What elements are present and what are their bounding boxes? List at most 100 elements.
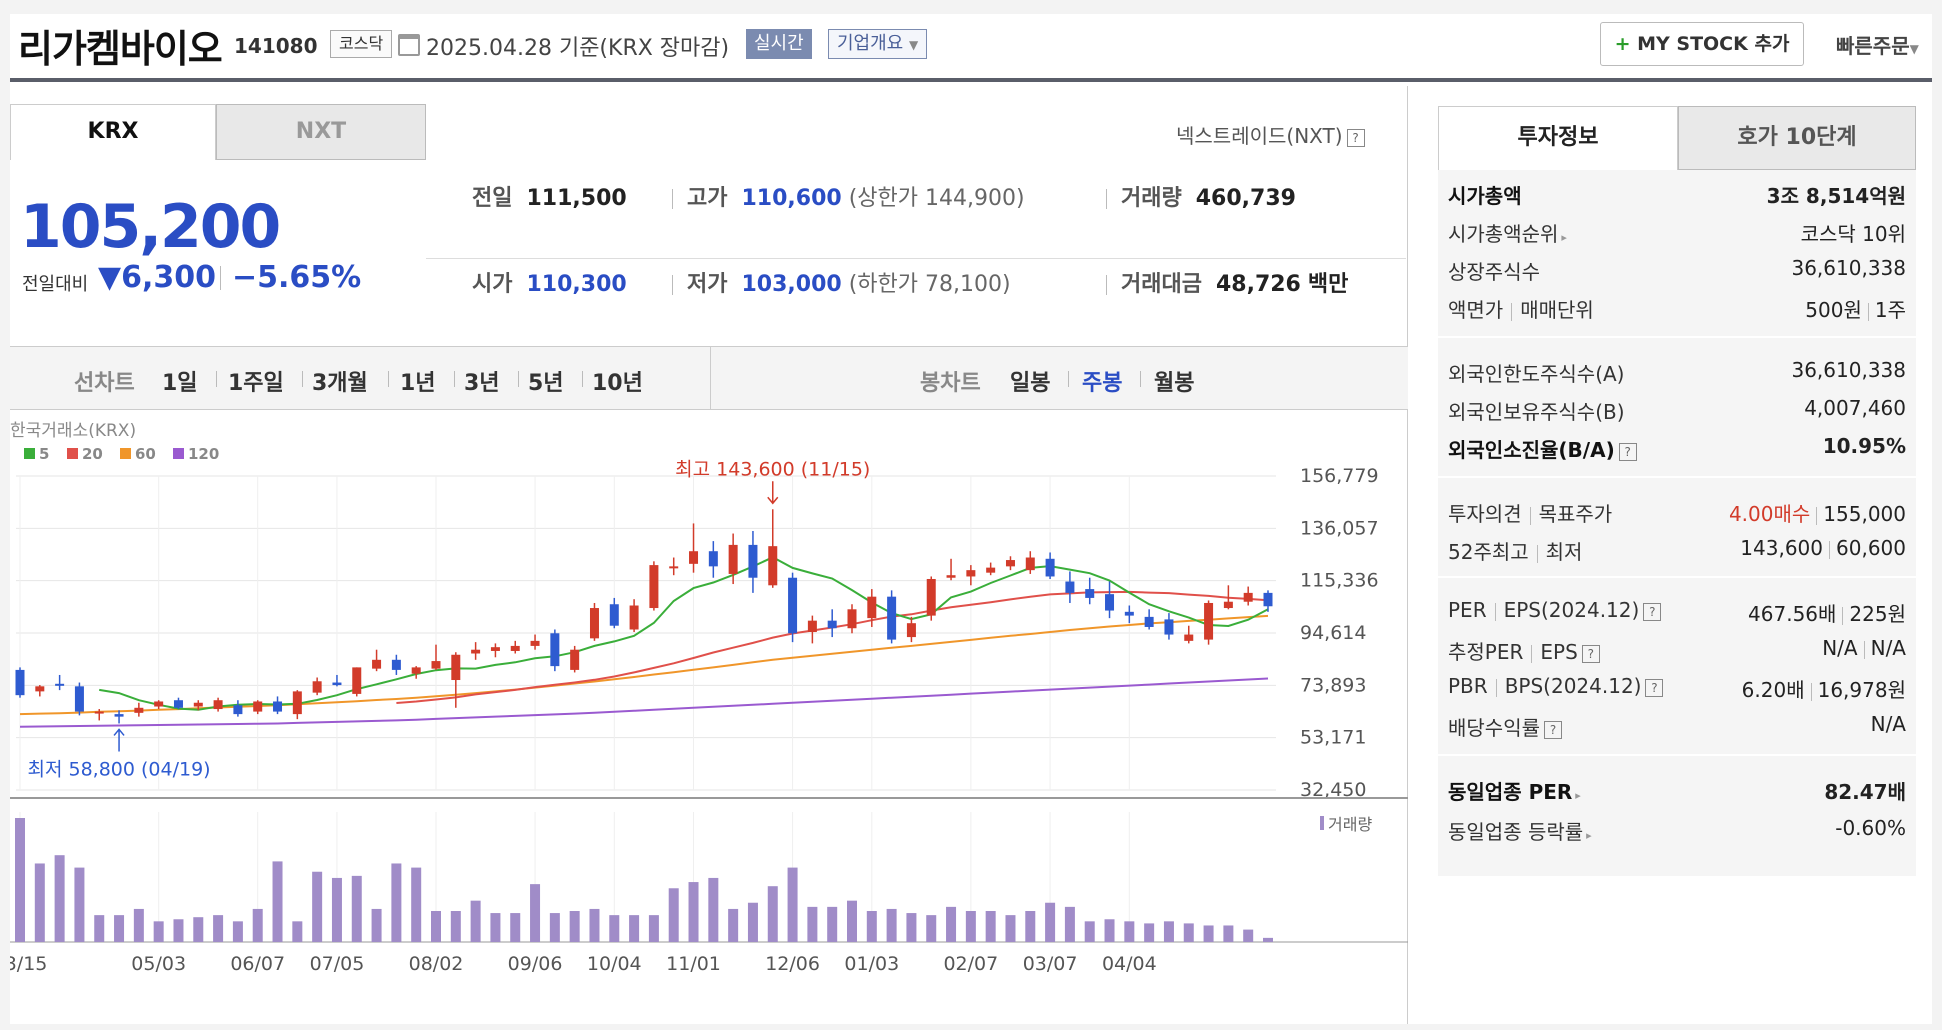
row-value: 4.00매수 155,000 [1729, 498, 1906, 527]
row-52w: 52주최고 최저 143,600 60,600 [1448, 530, 1906, 568]
y-tick-label: 53,171 [1300, 727, 1366, 749]
divider [1536, 544, 1538, 563]
row-label: 동일업종 등락률 ▸ [1448, 816, 1592, 845]
help-icon[interactable]: ? [1645, 678, 1664, 697]
range-10y[interactable]: 10년 [592, 371, 643, 396]
x-tick-label: 02/07 [943, 953, 998, 975]
x-tick-label: 10/04 [587, 953, 642, 975]
help-icon[interactable]: ? [1581, 644, 1600, 663]
add-mystock-button[interactable]: + MY STOCK 추가 [1600, 22, 1804, 66]
quick-order-button[interactable]: 빠른주문▼ [1836, 30, 1919, 59]
candle-weekly[interactable]: 주봉 [1082, 371, 1123, 396]
range-1y[interactable]: 1년 [400, 371, 436, 396]
candle-body [768, 546, 778, 586]
stat-value: 111,500 [526, 186, 627, 211]
candle-body [1124, 611, 1134, 616]
stock-code: 141080 [234, 34, 318, 58]
row-opinion: 투자의견 목표주가 4.00매수 155,000 [1448, 492, 1906, 530]
nxt-link[interactable]: 넥스트레이드(NXT)? [1176, 120, 1365, 149]
help-icon[interactable]: ? [1618, 442, 1637, 461]
legend-label-ma20: 20 [82, 445, 103, 463]
volume-bar [252, 908, 263, 942]
candle-body [451, 654, 461, 681]
candle-body [193, 702, 203, 707]
candle-body [1184, 634, 1194, 641]
candle-body [807, 620, 817, 633]
volume-bar [728, 908, 739, 942]
candle-daily[interactable]: 일봉 [1010, 371, 1051, 396]
company-info-label: 기업개요 [837, 33, 904, 54]
dividend-value: N/A [1870, 712, 1906, 736]
volume-bar [609, 915, 620, 942]
help-icon[interactable]: ? [1346, 128, 1365, 147]
stat-value: 110,600 [741, 186, 842, 211]
row-sector-per[interactable]: 동일업종 PER ▸ 82.47배 [1448, 770, 1906, 808]
unit-label: 매매단위 [1520, 298, 1594, 322]
divider [388, 371, 389, 387]
range-5y[interactable]: 5년 [528, 371, 564, 396]
est-per-label: 추정PER [1448, 640, 1524, 664]
row-label: 시가총액순위 ▸ [1448, 218, 1567, 247]
candle-body [669, 566, 679, 569]
legend-swatch-ma20 [67, 448, 78, 459]
volume-bar [926, 915, 937, 942]
legend-swatch-ma5 [24, 448, 35, 459]
tab-nxt[interactable]: NXT [216, 104, 426, 160]
chevron-right-icon: ▸ [1561, 231, 1567, 244]
company-info-dropdown[interactable]: 기업개요 ▼ [828, 29, 928, 59]
series-line-ma120 [19, 677, 1269, 728]
candle-body [550, 633, 560, 667]
candle-body [847, 609, 857, 629]
divider [1511, 302, 1513, 321]
chevron-right-icon: ▸ [1586, 829, 1592, 842]
price-chart[interactable]: 한국거래소(KRX) 5 20 60 120 156,779 136,057 115,336 9… [10, 412, 1408, 1024]
volume-bar [866, 911, 877, 942]
par-value: 500원 [1805, 298, 1862, 322]
series-line-ma60 [19, 614, 1269, 716]
realtime-button[interactable]: 실시간 [746, 29, 812, 59]
candle-body [530, 640, 540, 646]
candle-monthly[interactable]: 월봉 [1154, 371, 1195, 396]
row-par: 액면가 매매단위 500원 1주 [1448, 288, 1906, 326]
volume-legend-swatch [1320, 816, 1324, 830]
row-mcap-rank[interactable]: 시가총액순위 ▸ 코스닥 10위 [1448, 212, 1906, 250]
row-shares: 상장주식수 36,610,338 [1448, 250, 1906, 288]
help-icon[interactable]: ? [1643, 602, 1662, 621]
candle-body [1065, 581, 1075, 593]
help-icon[interactable]: ? [1544, 720, 1562, 739]
volume-bar [1144, 923, 1155, 942]
candle-body [1025, 557, 1035, 571]
y-tick-label: 115,336 [1300, 570, 1379, 592]
range-1w[interactable]: 1주일 [228, 371, 284, 396]
volume-bar [847, 900, 857, 942]
shares-label: 상장주식수 [1448, 260, 1540, 284]
range-3y[interactable]: 3년 [464, 371, 500, 396]
range-3m[interactable]: 3개월 [312, 371, 368, 396]
tab-hoga[interactable]: 호가 10단계 [1678, 106, 1916, 170]
stat-label: 거래량 [1121, 186, 1182, 211]
divider [582, 371, 583, 387]
candle-body [213, 700, 223, 710]
candle-body [134, 707, 144, 713]
change-label: 전일대비 [22, 274, 89, 295]
volume-bar [114, 915, 125, 942]
stat-prev: 전일 111,500 [472, 180, 627, 212]
volume-bar [629, 915, 640, 942]
x-tick-label: 11/01 [666, 953, 721, 975]
volume-bar [431, 911, 441, 942]
y-tick-label: 94,614 [1300, 622, 1366, 644]
price-panel: KRX NXT 넥스트레이드(NXT)? 105,200 전일대비 ▼6,300… [10, 86, 1408, 1024]
divider [1529, 506, 1531, 525]
row-label: 액면가 매매단위 [1448, 294, 1594, 323]
volume-bar [74, 867, 85, 942]
row-label: PER EPS(2024.12)? [1448, 598, 1662, 622]
tab-krx[interactable]: KRX [10, 104, 216, 160]
base-date: 2025.04.28 기준(KRX 장마감) [426, 36, 730, 61]
divider [672, 275, 673, 295]
volume-bar [351, 875, 362, 942]
row-sector-chg[interactable]: 동일업종 등락률 ▸ -0.60% [1448, 810, 1906, 848]
candle-body [15, 669, 25, 696]
range-1d[interactable]: 1일 [162, 371, 198, 396]
y-tick-label: 73,893 [1300, 674, 1366, 696]
tab-invest-info[interactable]: 투자정보 [1438, 106, 1678, 170]
